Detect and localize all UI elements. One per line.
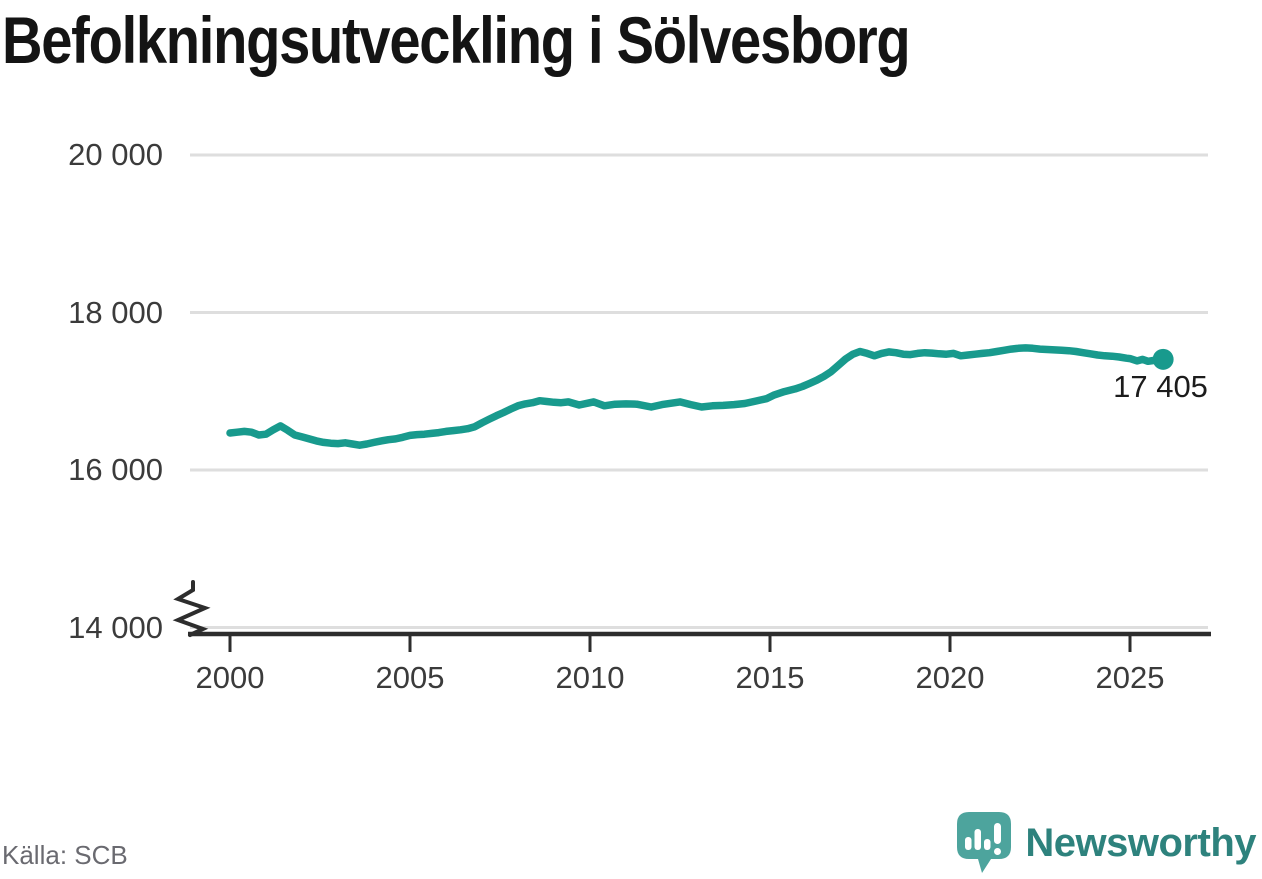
- gridlines: [190, 153, 1208, 629]
- x-tick-label: 2000: [195, 660, 265, 695]
- y-tick-label: 18 000: [68, 294, 163, 330]
- newsworthy-logo-icon: [957, 812, 1012, 873]
- source-note: Källa: SCB: [2, 840, 128, 870]
- x-tick-label: 2025: [1095, 660, 1165, 695]
- latest-value-label: 17 405: [1113, 369, 1208, 405]
- x-axis-ticks: [228, 636, 1132, 652]
- y-tick-label: 20 000: [68, 137, 163, 172]
- x-tick-label: 2005: [375, 660, 445, 695]
- newsworthy-logo: Newsworthy: [957, 812, 1256, 874]
- latest-value-dot: [1152, 348, 1174, 370]
- newsworthy-wordmark: Newsworthy: [1025, 820, 1256, 865]
- x-tick-label: 2015: [735, 660, 805, 695]
- page-title: Befolkningsutveckling i Sölvesborg: [2, 3, 911, 77]
- y-tick-label: 16 000: [68, 452, 163, 487]
- population-series-line: [226, 344, 1167, 449]
- x-tick-label: 2020: [915, 660, 985, 695]
- y-axis-break-icon: [172, 580, 211, 637]
- y-tick-label: 14 000: [68, 609, 163, 645]
- x-tick-label: 2010: [555, 660, 625, 695]
